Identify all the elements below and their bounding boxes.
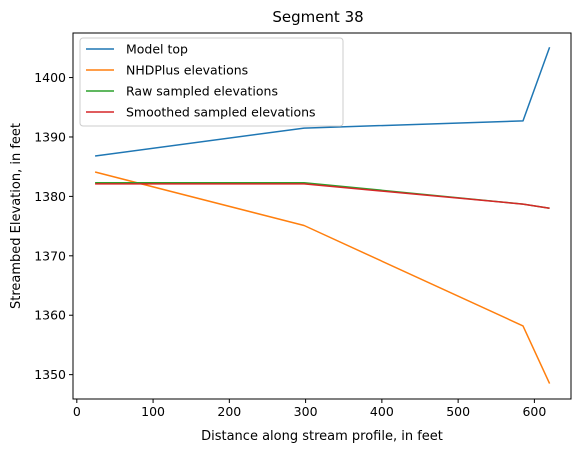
series-line-1 bbox=[94, 171, 551, 384]
x-axis-title: Distance along stream profile, in feet bbox=[201, 429, 443, 444]
x-tick-label-6: 600 bbox=[522, 404, 546, 419]
legend-label-1: NHDPlus elevations bbox=[126, 63, 248, 78]
x-tick-label-5: 500 bbox=[446, 404, 470, 419]
x-axis: 0 100 200 300 400 500 600 bbox=[73, 399, 546, 419]
x-tick-label-3: 300 bbox=[294, 404, 318, 419]
y-axis-title: Streambed Elevation, in feet bbox=[9, 123, 24, 309]
y-tick-label-4: 1390 bbox=[34, 129, 66, 144]
x-tick-label-1: 100 bbox=[141, 404, 165, 419]
x-tick-label-0: 0 bbox=[73, 404, 81, 419]
series-line-3 bbox=[95, 183, 550, 210]
x-tick-label-2: 200 bbox=[217, 404, 241, 419]
legend-label-3: Smoothed sampled elevations bbox=[126, 105, 316, 120]
legend-box bbox=[79, 37, 344, 127]
y-axis: 1350 1360 1370 1380 1390 1400 bbox=[34, 70, 73, 382]
y-tick-label-3: 1380 bbox=[34, 189, 66, 204]
series-layer bbox=[94, 47, 551, 384]
series-line-0 bbox=[95, 47, 551, 157]
y-tick-label-1: 1360 bbox=[34, 308, 66, 323]
legend: Model top NHDPlus elevations Raw sampled e… bbox=[79, 37, 344, 127]
chart-title: Segment 38 bbox=[272, 8, 363, 26]
y-tick-label-0: 1350 bbox=[34, 367, 66, 382]
x-tick-label-4: 400 bbox=[370, 404, 394, 419]
legend-label-0: Model top bbox=[126, 42, 188, 57]
legend-label-2: Raw sampled elevations bbox=[126, 84, 278, 99]
y-tick-label-5: 1400 bbox=[34, 70, 66, 85]
plot-frame bbox=[72, 32, 572, 400]
y-tick-label-2: 1370 bbox=[34, 248, 66, 263]
